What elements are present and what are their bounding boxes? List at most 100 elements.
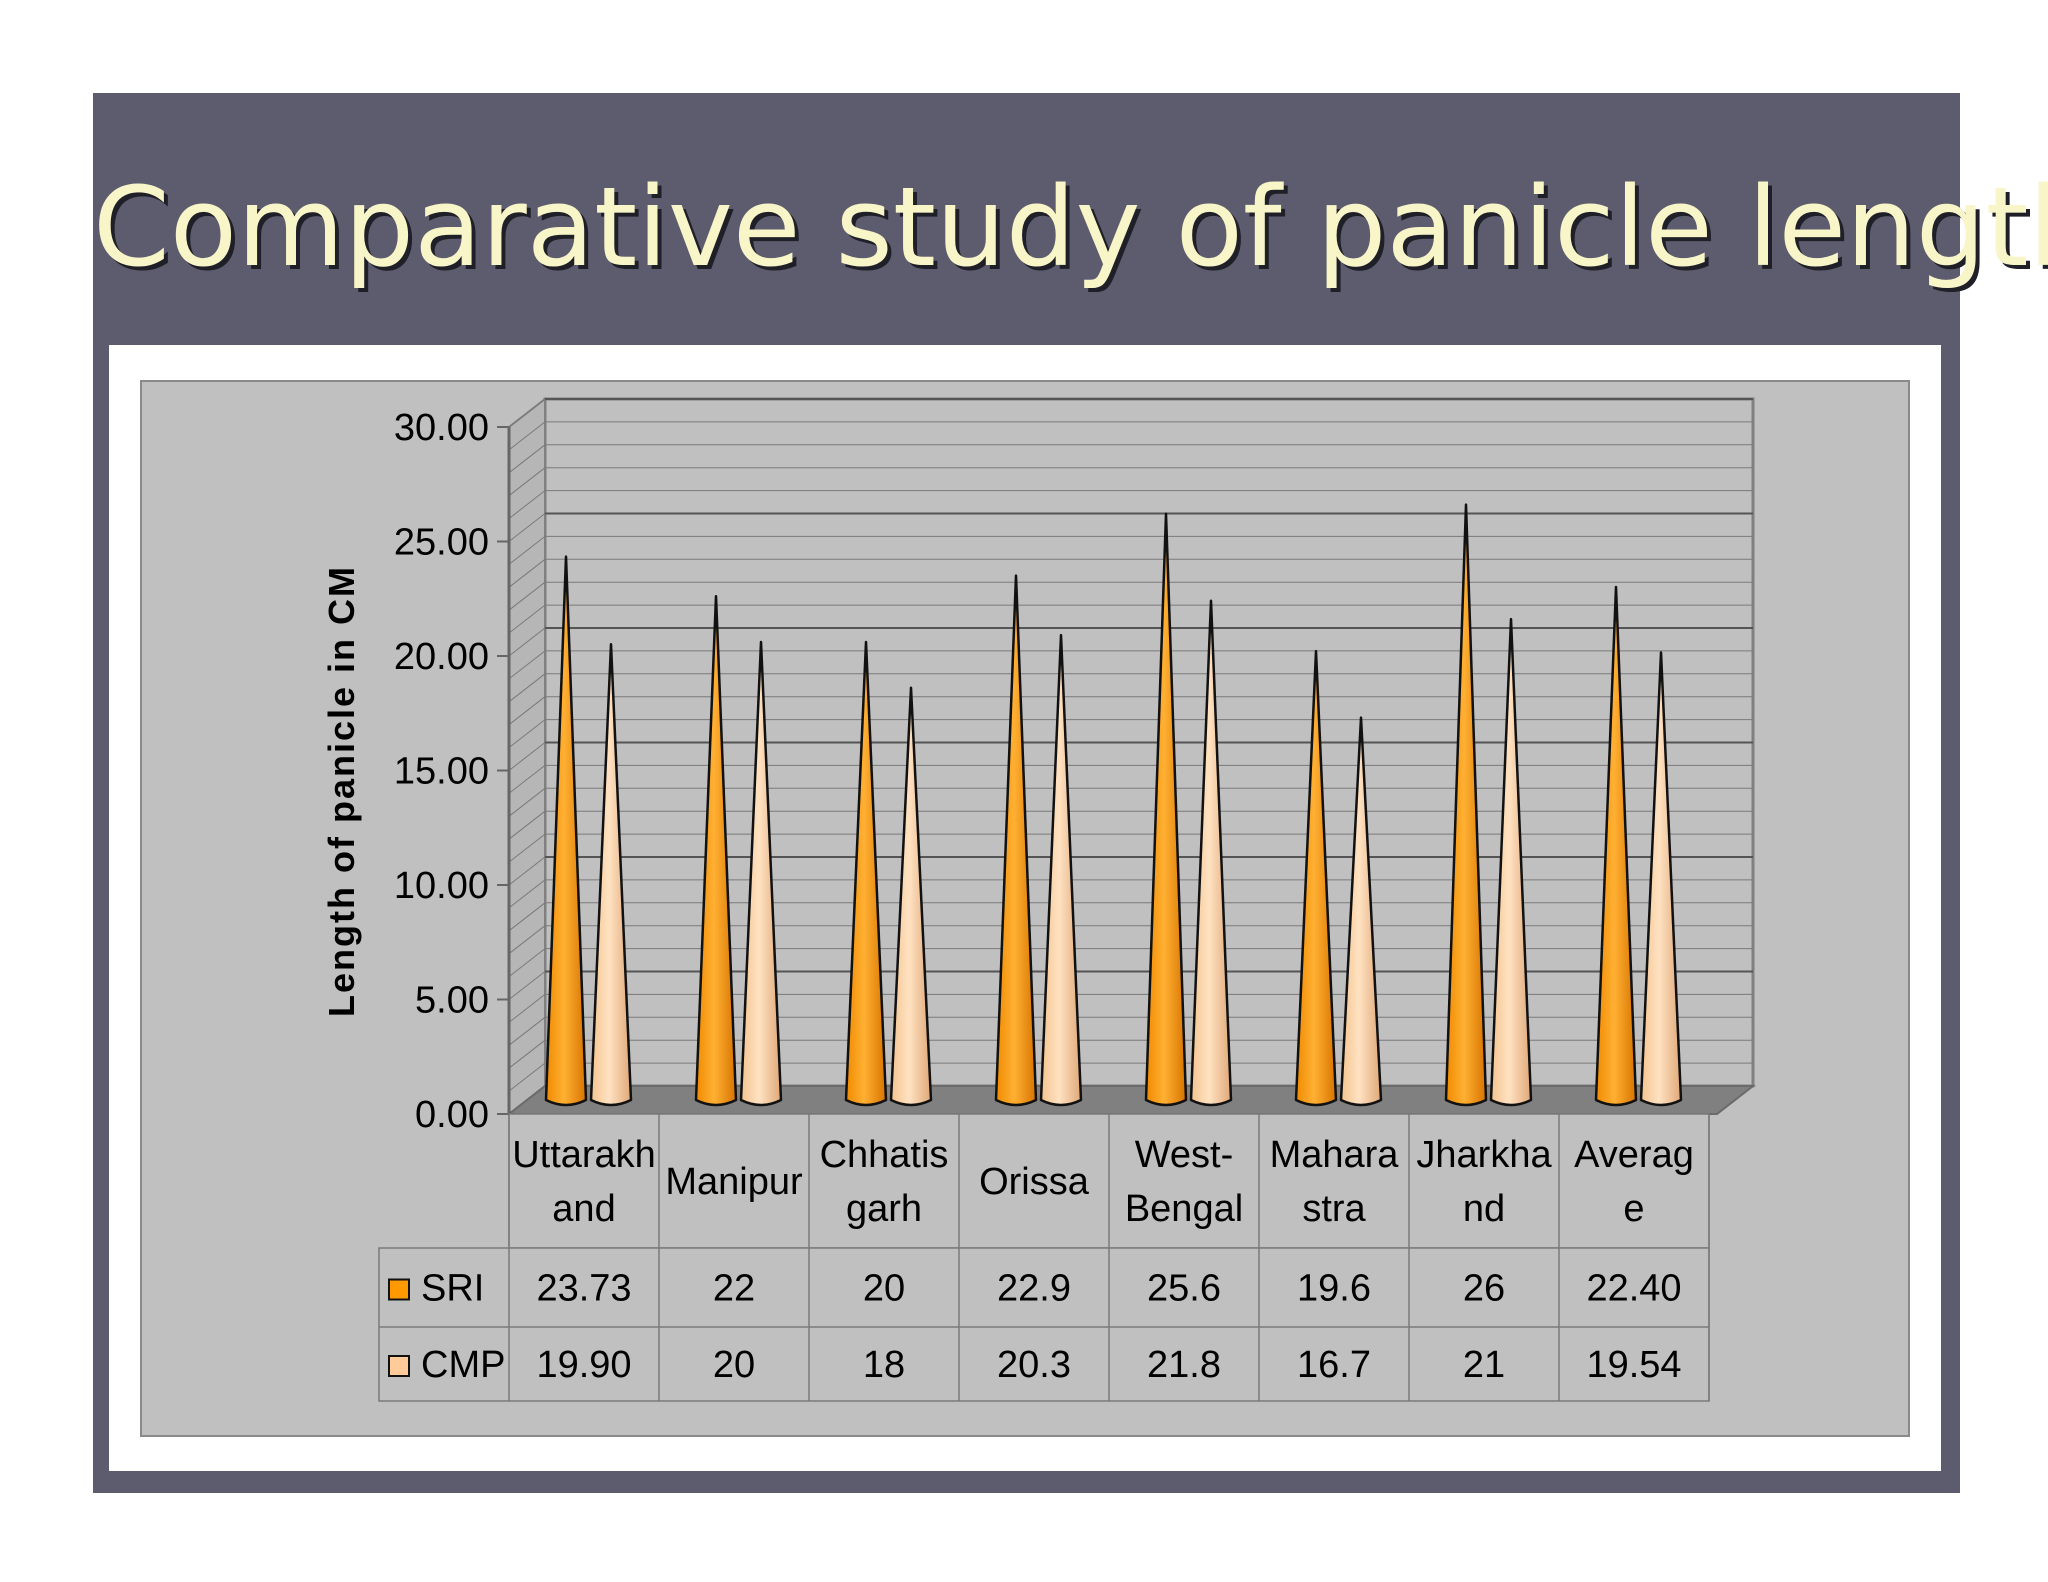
y-tick-label: 0.00 — [415, 1094, 489, 1136]
gridline-side — [508, 650, 546, 680]
gridline-side — [508, 994, 546, 1023]
gridline-side — [508, 787, 546, 817]
data-table: Uttarakh and Manipur Chhatis garh Orissa West-… — [378, 1113, 1710, 1402]
cmp-cone-body — [1339, 716, 1383, 1107]
gridline-side — [508, 513, 546, 542]
cmp-cone-body — [1639, 651, 1683, 1107]
category-label: Bengal — [1125, 1188, 1243, 1230]
cmp-value-cell: 20 — [713, 1344, 755, 1386]
category-label: West- — [1135, 1134, 1234, 1176]
sri-cone — [844, 640, 888, 1107]
cmp-cone-body — [739, 640, 783, 1107]
cmp-value-cell: 21.8 — [1147, 1344, 1221, 1386]
panicle-length-chart: 0.00 5.00 10.00 15.00 20.00 25.00 30.00 Length… — [140, 380, 1910, 1437]
sri-value-cell: 20 — [863, 1268, 905, 1310]
sri-value-cell: 23.73 — [536, 1268, 631, 1310]
gridline-side — [508, 833, 546, 863]
category-label: Orissa — [979, 1161, 1090, 1203]
category-label: stra — [1302, 1188, 1366, 1230]
y-axis-ticks: 0.00 5.00 10.00 15.00 20.00 25.00 30.00 — [394, 407, 509, 1136]
gridline-side — [508, 1062, 546, 1092]
y-tick-label: 10.00 — [394, 865, 489, 907]
cmp-cone — [1489, 617, 1533, 1107]
sri-cone — [1144, 512, 1188, 1107]
category-label: e — [1623, 1188, 1644, 1230]
cmp-value-cell: 21 — [1463, 1344, 1505, 1386]
cmp-cone — [1039, 633, 1083, 1107]
cone-bars — [544, 503, 1683, 1107]
sri-cone-body — [1144, 512, 1188, 1107]
category-label: garh — [846, 1188, 922, 1230]
cmp-legend-key — [388, 1355, 410, 1377]
sri-value-cell: 25.6 — [1147, 1268, 1221, 1310]
sri-cone — [1294, 649, 1338, 1107]
gridline-side — [508, 398, 546, 428]
category-label: Jharkha — [1416, 1134, 1552, 1176]
cmp-cone — [589, 643, 633, 1107]
cmp-cone — [739, 640, 783, 1107]
gridline-side — [508, 1016, 546, 1046]
gridline-side — [508, 604, 546, 634]
category-label: Manipur — [665, 1161, 803, 1203]
gridline-side — [508, 627, 546, 657]
sri-cone — [544, 555, 588, 1107]
sri-value-cell: 26 — [1463, 1268, 1505, 1310]
category-label: and — [552, 1188, 615, 1230]
gridline-side — [508, 856, 546, 886]
y-tick-label: 15.00 — [394, 751, 489, 793]
gridline-side — [508, 742, 546, 771]
cmp-cone — [1639, 651, 1683, 1107]
sri-value-cell: 19.6 — [1297, 1268, 1371, 1310]
sri-cone-body — [844, 640, 888, 1107]
gridline-side — [508, 536, 546, 565]
sri-cone — [694, 594, 738, 1107]
sri-cone-body — [1294, 649, 1338, 1107]
cmp-cone-body — [1039, 633, 1083, 1107]
cmp-cone — [1339, 716, 1383, 1107]
gridline-side — [508, 971, 546, 1000]
gridline-side — [508, 719, 546, 748]
sri-cone-body — [544, 555, 588, 1107]
y-tick-label: 30.00 — [394, 407, 489, 449]
chart-panel: 0.00 5.00 10.00 15.00 20.00 25.00 30.00 Length… — [109, 345, 1941, 1471]
gridline-side — [508, 925, 546, 955]
sri-cone-body — [994, 574, 1038, 1107]
category-label: Chhatis — [820, 1134, 949, 1176]
sri-legend-label: SRI — [421, 1268, 484, 1310]
cmp-value-cell: 20.3 — [997, 1344, 1071, 1386]
gridline-side — [508, 558, 546, 588]
sri-value-cell: 22.40 — [1586, 1268, 1681, 1310]
cmp-cone — [889, 686, 933, 1107]
gridline-side — [508, 581, 546, 611]
sri-cone-body — [1594, 585, 1638, 1107]
gridline-side — [508, 765, 546, 794]
category-label: Uttarakh — [512, 1134, 656, 1176]
cmp-value-cell: 19.90 — [536, 1344, 631, 1386]
gridline-side — [508, 879, 546, 909]
sri-cone-body — [694, 594, 738, 1107]
cmp-value-cell: 19.54 — [1586, 1344, 1681, 1386]
sri-cone — [1594, 585, 1638, 1107]
cmp-value-cell: 18 — [863, 1344, 905, 1386]
gridline-side — [508, 421, 546, 451]
cmp-value-cell: 16.7 — [1297, 1344, 1371, 1386]
category-label: Mahara — [1270, 1134, 1400, 1176]
sri-cone-body — [1444, 503, 1488, 1107]
cmp-legend-label: CMP — [421, 1344, 505, 1386]
gridline-side — [508, 490, 546, 519]
sri-legend-key — [388, 1278, 410, 1301]
cmp-cone-body — [889, 686, 933, 1107]
y-tick-label: 25.00 — [394, 522, 489, 564]
gridline-side — [508, 467, 546, 497]
gridline-side — [508, 444, 546, 474]
sri-cone — [1444, 503, 1488, 1107]
slide-title: Comparative study of panicle length — [93, 163, 2048, 291]
gridline-side — [508, 1039, 546, 1069]
table-body — [378, 1247, 1710, 1402]
cmp-cone — [1189, 599, 1233, 1107]
sri-value-cell: 22 — [713, 1268, 755, 1310]
cmp-cone-body — [1489, 617, 1533, 1107]
sri-cone — [994, 574, 1038, 1107]
cmp-cone-body — [1189, 599, 1233, 1107]
sri-value-cell: 22.9 — [997, 1268, 1071, 1310]
